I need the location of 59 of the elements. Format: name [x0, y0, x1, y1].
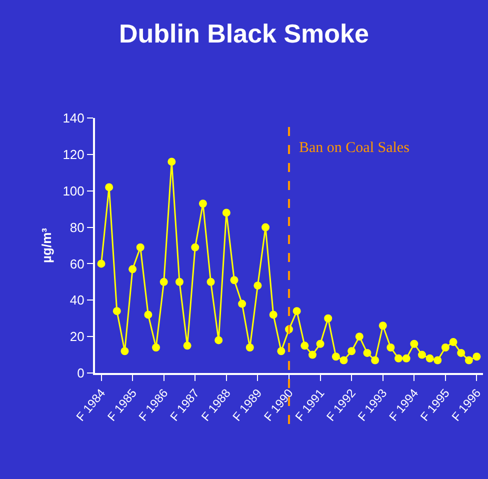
y-tick-label: 140 [62, 110, 84, 126]
point [386, 344, 395, 352]
point [136, 243, 144, 252]
point [214, 336, 223, 344]
point [418, 350, 426, 359]
point [254, 282, 262, 290]
point [262, 223, 270, 232]
chart-title: Dublin Black Smoke [119, 18, 369, 49]
point [394, 354, 403, 362]
point [175, 278, 184, 286]
point [120, 347, 129, 356]
point [300, 342, 309, 350]
y-tick-label: 120 [62, 146, 84, 162]
point [363, 348, 372, 357]
point [332, 352, 340, 361]
point [112, 307, 121, 316]
y-tick-label: 40 [70, 292, 84, 308]
point [426, 354, 434, 362]
point [222, 208, 230, 217]
point [340, 356, 348, 364]
point [246, 344, 254, 352]
point [198, 200, 207, 208]
point [371, 356, 380, 364]
point [308, 350, 316, 359]
point [160, 278, 168, 286]
ref-line-label: Ban on Coal Sales [299, 140, 410, 156]
y-tick-label: 20 [70, 329, 84, 344]
point [277, 347, 286, 356]
point [152, 344, 160, 352]
point [355, 332, 364, 341]
point [144, 310, 152, 319]
point [316, 340, 324, 348]
point [324, 314, 332, 322]
point [441, 344, 450, 352]
point [128, 265, 137, 274]
point [449, 338, 458, 346]
point [464, 356, 473, 364]
point [238, 300, 246, 308]
point [97, 260, 106, 268]
point [348, 347, 356, 356]
point [168, 158, 176, 166]
point [183, 342, 192, 350]
point [378, 322, 387, 330]
y-tick-label: 80 [70, 220, 84, 235]
y-axis-title: µg/m³ [39, 227, 54, 263]
point [230, 276, 238, 284]
point [105, 183, 114, 192]
point [410, 340, 418, 348]
point [434, 356, 442, 364]
point [206, 278, 215, 286]
y-tick-label: 0 [77, 366, 84, 381]
point [292, 307, 301, 316]
point [472, 352, 481, 361]
y-tick-label: 100 [62, 183, 84, 198]
point [402, 354, 410, 362]
y-tick-label: 60 [70, 256, 84, 272]
point [457, 348, 466, 357]
point [269, 310, 278, 319]
point [191, 243, 200, 252]
